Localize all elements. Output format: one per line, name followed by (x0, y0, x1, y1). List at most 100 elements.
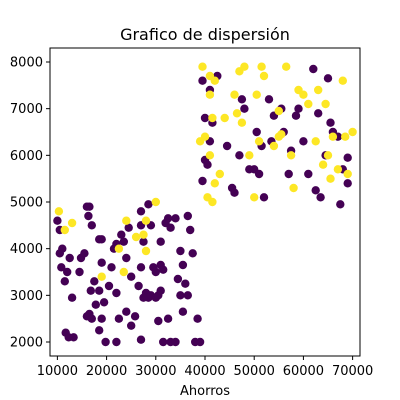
data-point-class0 (186, 225, 195, 235)
data-point-class1 (277, 130, 286, 139)
data-point-class0 (171, 337, 180, 347)
data-point-class0 (311, 186, 320, 195)
data-point-class1 (314, 85, 323, 95)
data-point-class1 (119, 267, 128, 277)
data-point-class0 (136, 207, 146, 216)
data-point-class1 (131, 232, 141, 242)
data-point-class1 (304, 99, 313, 109)
data-point-class1 (215, 169, 224, 179)
data-point-class0 (86, 286, 96, 295)
data-point-class1 (338, 76, 347, 85)
data-point-class0 (235, 151, 244, 160)
data-point-class0 (198, 76, 207, 85)
data-point-class0 (193, 314, 202, 323)
data-point-class1 (286, 151, 296, 160)
data-point-class0 (176, 291, 185, 300)
data-point-class1 (321, 99, 330, 109)
data-point-class0 (323, 74, 333, 83)
y-tick-label: 3000 (10, 289, 43, 304)
data-point-class0 (171, 214, 180, 223)
data-point-class0 (87, 221, 97, 230)
data-point-class0 (240, 104, 249, 113)
data-point-class1 (250, 193, 259, 202)
data-point-class0 (252, 127, 261, 137)
data-point-class1 (240, 62, 249, 71)
data-point-class0 (237, 95, 247, 104)
data-point-class0 (314, 109, 323, 118)
data-point-class0 (309, 64, 318, 74)
plot-frame (49, 47, 361, 357)
data-point-class0 (159, 265, 168, 274)
data-point-class0 (198, 176, 207, 186)
data-point-class0 (222, 141, 232, 151)
data-point-class0 (156, 237, 165, 246)
data-point-class1 (348, 127, 357, 137)
data-point-class1 (60, 225, 69, 235)
data-point-class0 (84, 211, 93, 221)
data-point-class0 (67, 293, 77, 302)
data-point-class0 (181, 279, 190, 288)
data-point-class0 (90, 277, 99, 286)
data-point-class0 (119, 237, 128, 246)
data-point-class0 (112, 288, 121, 298)
data-point-class0 (139, 293, 148, 302)
data-point-class1 (205, 90, 215, 99)
data-point-class0 (264, 95, 274, 104)
data-point-class0 (326, 118, 335, 127)
data-point-class0 (139, 237, 148, 246)
data-point-class1 (230, 90, 239, 99)
chart-title: Grafico de dispersión (120, 25, 290, 44)
data-point-class0 (127, 272, 136, 281)
data-point-class0 (80, 249, 89, 258)
data-point-class0 (166, 223, 175, 232)
data-point-class1 (210, 76, 219, 85)
data-point-class1 (274, 106, 283, 116)
data-point-class0 (122, 307, 131, 316)
data-point-class0 (343, 179, 352, 188)
data-point-class1 (245, 151, 254, 160)
data-point-class0 (95, 326, 104, 335)
data-point-class0 (178, 307, 188, 316)
data-point-class0 (173, 274, 183, 284)
data-point-class0 (183, 211, 192, 221)
data-point-class0 (154, 316, 163, 326)
data-point-class0 (107, 263, 116, 272)
x-tick-label: 40000 (184, 364, 225, 379)
data-point-class1 (208, 113, 217, 123)
data-point-class0 (85, 202, 94, 211)
data-point-class1 (198, 62, 207, 71)
x-tick-label: 10000 (37, 364, 78, 379)
x-tick-label: 30000 (135, 364, 176, 379)
data-point-class1 (326, 174, 335, 183)
data-point-class0 (159, 337, 168, 347)
y-tick-label: 7000 (10, 102, 43, 117)
data-point-class1 (257, 62, 266, 71)
data-point-class1 (208, 197, 217, 207)
data-point-class1 (200, 132, 210, 141)
data-point-class1 (97, 272, 106, 281)
data-point-class0 (304, 169, 313, 179)
data-point-class1 (259, 71, 269, 81)
data-point-class1 (210, 179, 219, 188)
y-tick-label: 8000 (10, 56, 43, 71)
data-point-class1 (333, 165, 343, 174)
data-point-class1 (205, 151, 215, 160)
data-point-class0 (336, 200, 345, 209)
data-points (53, 62, 357, 347)
data-point-class0 (104, 281, 114, 291)
data-point-class0 (127, 321, 136, 330)
data-point-class0 (151, 267, 160, 277)
x-tick-label: 50000 (234, 364, 275, 379)
data-point-class0 (188, 249, 197, 258)
data-point-class0 (343, 153, 352, 162)
data-point-class0 (176, 246, 185, 256)
data-point-class0 (230, 188, 239, 197)
data-point-class0 (95, 286, 104, 295)
data-point-class0 (136, 263, 146, 272)
data-point-class0 (316, 193, 325, 202)
data-point-class1 (67, 218, 77, 228)
data-point-class1 (151, 197, 160, 207)
data-point-class0 (62, 267, 72, 277)
data-point-class1 (311, 137, 320, 146)
y-tick-label: 2000 (10, 336, 43, 351)
